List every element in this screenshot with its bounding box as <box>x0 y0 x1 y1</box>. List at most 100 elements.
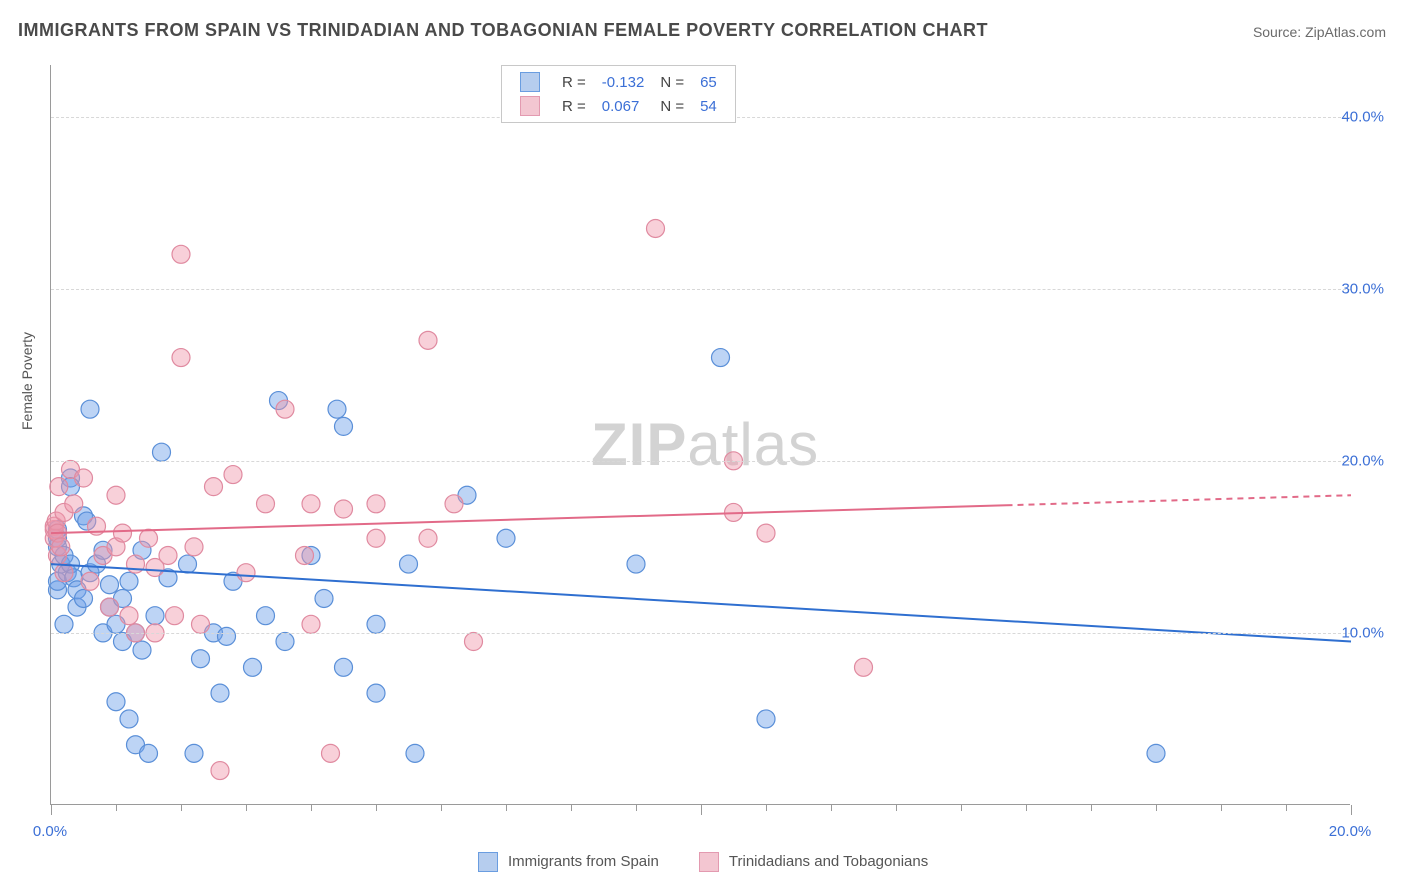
data-point <box>133 641 151 659</box>
swatch-tt <box>699 852 719 872</box>
n-value: 54 <box>692 94 725 118</box>
data-point <box>627 555 645 573</box>
plot-area: ZIPatlas R =-0.132N =65R =0.067N =54 <box>50 65 1350 805</box>
data-point <box>757 710 775 728</box>
data-point <box>224 466 242 484</box>
data-point <box>367 684 385 702</box>
swatch <box>520 72 540 92</box>
x-tick <box>571 805 572 811</box>
data-point <box>445 495 463 513</box>
data-point <box>367 495 385 513</box>
data-point <box>322 744 340 762</box>
data-point <box>315 589 333 607</box>
data-point <box>712 349 730 367</box>
data-point <box>192 650 210 668</box>
legend-item-tt: Trinidadians and Tobagonians <box>699 853 928 870</box>
data-point <box>419 529 437 547</box>
swatch-spain <box>478 852 498 872</box>
x-tick <box>1286 805 1287 811</box>
x-tick <box>1026 805 1027 811</box>
data-point <box>107 486 125 504</box>
x-tick <box>896 805 897 811</box>
data-point <box>419 331 437 349</box>
data-point <box>335 658 353 676</box>
x-tick <box>1156 805 1157 811</box>
data-point <box>172 349 190 367</box>
data-point <box>52 538 70 556</box>
data-point <box>140 529 158 547</box>
data-point <box>1147 744 1165 762</box>
data-point <box>120 607 138 625</box>
chart-title: IMMIGRANTS FROM SPAIN VS TRINIDADIAN AND… <box>18 20 988 41</box>
swatch <box>520 96 540 116</box>
x-tick <box>246 805 247 811</box>
data-point <box>192 615 210 633</box>
data-point <box>335 417 353 435</box>
data-point <box>647 219 665 237</box>
data-point <box>237 564 255 582</box>
data-point <box>120 710 138 728</box>
r-label: R = <box>554 70 594 94</box>
n-label: N = <box>652 70 692 94</box>
data-point <box>211 762 229 780</box>
data-point <box>244 658 262 676</box>
source-label: Source: ZipAtlas.com <box>1253 24 1386 40</box>
data-point <box>276 633 294 651</box>
data-point <box>218 627 236 645</box>
data-point <box>205 478 223 496</box>
x-tick <box>1221 805 1222 811</box>
data-point <box>81 572 99 590</box>
x-tick <box>701 805 702 815</box>
gridline <box>51 289 1351 290</box>
x-tick <box>51 805 52 815</box>
r-label: R = <box>554 94 594 118</box>
data-point <box>153 443 171 461</box>
data-point <box>335 500 353 518</box>
x-tick <box>376 805 377 811</box>
trend-line-dashed <box>1007 495 1352 505</box>
data-point <box>276 400 294 418</box>
x-tick <box>441 805 442 811</box>
data-point <box>406 744 424 762</box>
data-point <box>50 478 68 496</box>
data-point <box>179 555 197 573</box>
data-point <box>75 589 93 607</box>
y-tick-label: 10.0% <box>1341 624 1384 641</box>
data-point <box>328 400 346 418</box>
x-tick <box>961 805 962 811</box>
gridline <box>51 633 1351 634</box>
data-point <box>257 607 275 625</box>
y-axis-label: Female Poverty <box>19 332 35 430</box>
data-point <box>166 607 184 625</box>
x-tick <box>506 805 507 811</box>
x-tick <box>181 805 182 811</box>
data-point <box>107 693 125 711</box>
data-point <box>757 524 775 542</box>
chart-container: IMMIGRANTS FROM SPAIN VS TRINIDADIAN AND… <box>0 0 1406 892</box>
y-tick-label: 20.0% <box>1341 452 1384 469</box>
data-point <box>400 555 418 573</box>
data-point <box>55 615 73 633</box>
y-tick-label: 40.0% <box>1341 108 1384 125</box>
data-point <box>65 495 83 513</box>
data-point <box>140 744 158 762</box>
x-tick <box>1351 805 1352 815</box>
data-point <box>211 684 229 702</box>
data-point <box>257 495 275 513</box>
data-point <box>81 400 99 418</box>
x-tick-label: 0.0% <box>33 823 67 840</box>
data-point <box>296 546 314 564</box>
legend-item-spain: Immigrants from Spain <box>478 853 663 870</box>
data-point <box>465 633 483 651</box>
data-point <box>159 546 177 564</box>
n-label: N = <box>652 94 692 118</box>
r-value: 0.067 <box>594 94 653 118</box>
y-tick-label: 30.0% <box>1341 280 1384 297</box>
legend-label-spain: Immigrants from Spain <box>508 853 659 870</box>
r-value: -0.132 <box>594 70 653 94</box>
data-point <box>855 658 873 676</box>
data-point <box>101 598 119 616</box>
x-tick <box>831 805 832 811</box>
trend-line <box>51 505 1007 533</box>
data-point <box>302 495 320 513</box>
